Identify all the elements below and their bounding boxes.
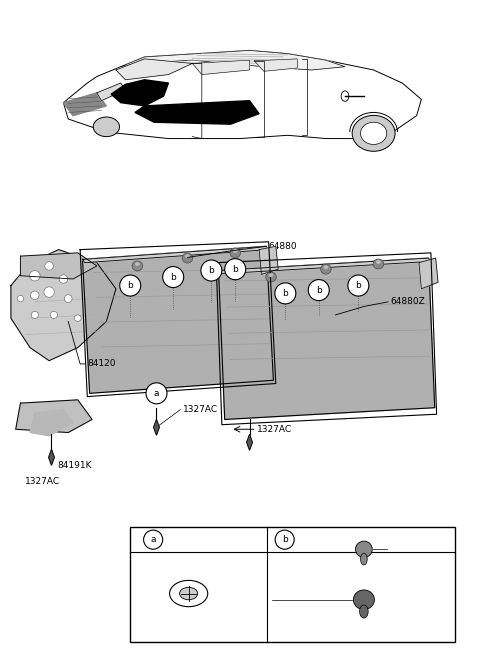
- Ellipse shape: [275, 283, 296, 304]
- Text: 64880Z: 64880Z: [390, 297, 425, 306]
- Ellipse shape: [45, 262, 53, 270]
- Ellipse shape: [120, 275, 141, 296]
- Polygon shape: [247, 434, 252, 450]
- Ellipse shape: [348, 275, 369, 296]
- Ellipse shape: [50, 312, 58, 319]
- Ellipse shape: [308, 279, 329, 300]
- Ellipse shape: [59, 275, 68, 283]
- Polygon shape: [63, 93, 107, 115]
- Ellipse shape: [321, 264, 331, 274]
- Ellipse shape: [233, 249, 238, 253]
- Text: 1327AC: 1327AC: [25, 477, 60, 486]
- Text: b: b: [282, 535, 288, 544]
- Text: 84120: 84120: [87, 359, 116, 369]
- Text: b: b: [316, 285, 322, 295]
- Text: b: b: [127, 281, 133, 290]
- Ellipse shape: [64, 295, 72, 302]
- Text: b: b: [282, 289, 288, 298]
- Ellipse shape: [180, 587, 198, 600]
- Polygon shape: [63, 51, 421, 138]
- Ellipse shape: [269, 273, 274, 277]
- Polygon shape: [30, 409, 73, 436]
- Ellipse shape: [93, 117, 120, 136]
- Polygon shape: [254, 59, 297, 72]
- Ellipse shape: [44, 287, 54, 297]
- Polygon shape: [97, 83, 125, 100]
- Ellipse shape: [185, 254, 190, 258]
- Text: b: b: [208, 266, 214, 275]
- Ellipse shape: [356, 541, 372, 558]
- Polygon shape: [48, 449, 54, 465]
- Ellipse shape: [182, 253, 193, 263]
- Ellipse shape: [376, 260, 381, 264]
- Ellipse shape: [373, 259, 384, 269]
- Ellipse shape: [230, 248, 240, 258]
- Text: 64880: 64880: [269, 242, 297, 251]
- Polygon shape: [83, 247, 274, 394]
- Ellipse shape: [17, 295, 24, 302]
- Text: b: b: [232, 265, 238, 274]
- Text: b: b: [356, 281, 361, 290]
- Polygon shape: [154, 419, 159, 435]
- Ellipse shape: [31, 291, 39, 300]
- Text: 1042AA: 1042AA: [236, 595, 271, 604]
- Text: 84145A: 84145A: [173, 535, 211, 544]
- Polygon shape: [218, 258, 435, 419]
- Ellipse shape: [353, 590, 374, 609]
- Ellipse shape: [360, 553, 367, 565]
- Polygon shape: [16, 400, 92, 432]
- Ellipse shape: [132, 261, 143, 271]
- Bar: [130, 527, 455, 642]
- Polygon shape: [21, 253, 97, 279]
- Ellipse shape: [169, 581, 208, 607]
- Ellipse shape: [31, 312, 38, 319]
- Polygon shape: [120, 51, 345, 70]
- Polygon shape: [259, 247, 278, 274]
- Ellipse shape: [163, 266, 184, 287]
- Polygon shape: [192, 60, 250, 75]
- Ellipse shape: [74, 315, 81, 321]
- Text: b: b: [170, 272, 176, 281]
- Ellipse shape: [146, 383, 167, 404]
- Polygon shape: [11, 250, 116, 361]
- Ellipse shape: [225, 258, 246, 279]
- Text: a: a: [154, 389, 159, 398]
- Text: 1043EA: 1043EA: [388, 544, 422, 554]
- Ellipse shape: [30, 270, 40, 281]
- Ellipse shape: [144, 530, 163, 549]
- Polygon shape: [111, 80, 168, 106]
- Polygon shape: [83, 247, 269, 262]
- Ellipse shape: [352, 115, 395, 152]
- Text: 84191K: 84191K: [58, 461, 92, 470]
- Ellipse shape: [275, 530, 294, 549]
- Ellipse shape: [360, 605, 368, 618]
- Text: a: a: [150, 535, 156, 544]
- Polygon shape: [218, 258, 431, 274]
- Ellipse shape: [360, 122, 387, 144]
- Ellipse shape: [324, 265, 328, 269]
- Polygon shape: [116, 59, 192, 80]
- Text: 1327AC: 1327AC: [257, 424, 292, 434]
- Text: 1327AC: 1327AC: [183, 405, 218, 414]
- Polygon shape: [419, 258, 438, 289]
- Ellipse shape: [201, 260, 222, 281]
- Ellipse shape: [135, 262, 140, 266]
- Ellipse shape: [266, 272, 276, 282]
- Polygon shape: [135, 100, 259, 124]
